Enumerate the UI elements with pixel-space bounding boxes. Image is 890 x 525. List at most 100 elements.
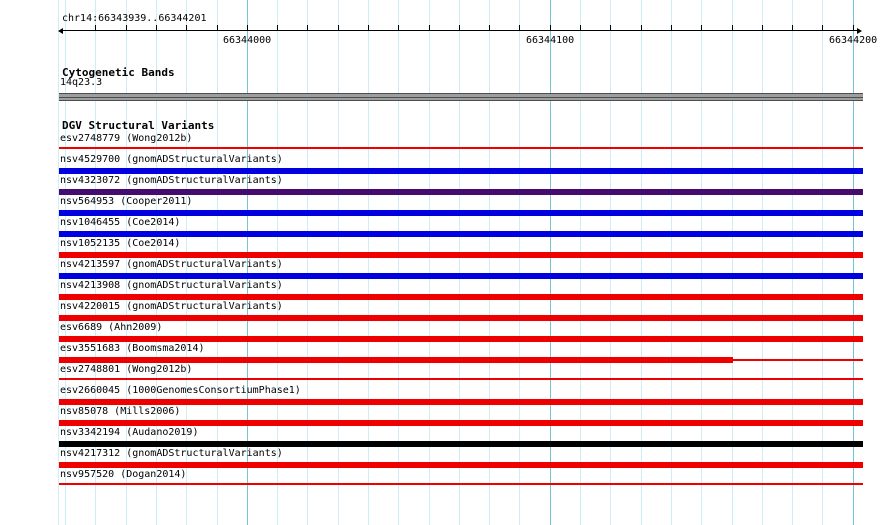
gridline — [429, 0, 430, 525]
ruler-line — [62, 30, 857, 31]
ruler-tick — [186, 25, 187, 30]
ruler-tick — [95, 25, 96, 30]
variant-row: nsv957520 (Dogan2014) — [59, 470, 863, 491]
variant-row: esv2748801 (Wong2012b) — [59, 365, 863, 386]
variant-label[interactable]: nsv4217312 (gnomADStructuralVariants) — [60, 448, 283, 459]
gridline — [338, 0, 339, 525]
variant-bar[interactable] — [59, 483, 863, 485]
variant-label[interactable]: esv2660045 (1000GenomesConsortiumPhase1) — [60, 385, 301, 396]
variant-bar[interactable] — [59, 357, 733, 363]
ruler-tick — [580, 25, 581, 30]
variant-row: nsv4213597 (gnomADStructuralVariants) — [59, 260, 863, 281]
ruler-tick — [307, 25, 308, 30]
variant-bar[interactable] — [59, 399, 863, 405]
gridline — [126, 0, 127, 525]
variant-bar[interactable] — [59, 315, 863, 321]
ruler-tick — [792, 25, 793, 30]
variant-bar[interactable] — [59, 441, 863, 447]
variant-row: nsv4217312 (gnomADStructuralVariants) — [59, 449, 863, 470]
gridline — [156, 0, 157, 525]
variant-bar[interactable] — [59, 420, 863, 426]
gridline — [641, 0, 642, 525]
variant-bar[interactable] — [59, 147, 863, 149]
ruler-tick — [822, 25, 823, 30]
gridline — [732, 0, 733, 525]
ruler-tick — [610, 25, 611, 30]
variant-label[interactable]: nsv4213908 (gnomADStructuralVariants) — [60, 280, 283, 291]
gridline — [247, 0, 248, 525]
ruler-tick-label: 66344100 — [526, 35, 575, 46]
variant-bar-tail[interactable] — [733, 359, 863, 361]
variant-label[interactable]: nsv85078 (Mills2006) — [60, 406, 181, 417]
ruler-tick — [762, 25, 763, 30]
gridline — [368, 0, 369, 525]
variant-label[interactable]: nsv1052135 (Coe2014) — [60, 238, 181, 249]
gridline — [217, 0, 218, 525]
cytoband-label: 14q23.3 — [60, 77, 103, 88]
variant-row: nsv85078 (Mills2006) — [59, 407, 863, 428]
variant-bar[interactable] — [59, 168, 863, 174]
variant-row: esv6689 (Ahn2009) — [59, 323, 863, 344]
gridline — [610, 0, 611, 525]
variant-bar[interactable] — [59, 273, 863, 279]
variant-label[interactable]: nsv4323072 (gnomADStructuralVariants) — [60, 175, 283, 186]
ruler-tick — [550, 25, 551, 30]
variant-bar[interactable] — [59, 189, 863, 195]
variant-row: nsv4529700 (gnomADStructuralVariants) — [59, 155, 863, 176]
gridline — [701, 0, 702, 525]
gridline — [186, 0, 187, 525]
variant-row: nsv1046455 (Coe2014) — [59, 218, 863, 239]
variant-row: nsv1052135 (Coe2014) — [59, 239, 863, 260]
gridline — [822, 0, 823, 525]
ruler-right-arrow-icon — [857, 28, 862, 34]
variant-bar[interactable] — [59, 336, 863, 342]
variant-bar[interactable] — [59, 294, 863, 300]
variant-bar[interactable] — [59, 210, 863, 216]
variant-label[interactable]: esv3551683 (Boomsma2014) — [60, 343, 205, 354]
gridline — [580, 0, 581, 525]
variant-label[interactable]: esv6689 (Ahn2009) — [60, 322, 163, 333]
gridline — [307, 0, 308, 525]
variant-bar[interactable] — [59, 252, 863, 258]
ruler-tick-label: 66344000 — [223, 35, 272, 46]
ruler-tick — [398, 25, 399, 30]
ruler-tick — [217, 25, 218, 30]
variant-label[interactable]: nsv957520 (Dogan2014) — [60, 469, 187, 480]
variant-bar[interactable] — [59, 378, 863, 380]
variant-row: esv3551683 (Boomsma2014) — [59, 344, 863, 365]
gridline — [853, 0, 854, 525]
variant-row: nsv4323072 (gnomADStructuralVariants) — [59, 176, 863, 197]
ruler-tick — [126, 25, 127, 30]
variant-label[interactable]: nsv1046455 (Coe2014) — [60, 217, 181, 228]
ruler-tick — [459, 25, 460, 30]
variant-bar[interactable] — [59, 462, 863, 468]
variant-label[interactable]: nsv4220015 (gnomADStructuralVariants) — [60, 301, 283, 312]
gridline — [398, 0, 399, 525]
cytoband-bar[interactable] — [59, 93, 863, 101]
variant-row: nsv3342194 (Audano2019) — [59, 428, 863, 449]
gridline — [459, 0, 460, 525]
variant-label[interactable]: esv2748801 (Wong2012b) — [60, 364, 193, 375]
variant-label[interactable]: nsv4213597 (gnomADStructuralVariants) — [60, 259, 283, 270]
ruler-tick — [429, 25, 430, 30]
gridline — [95, 0, 96, 525]
dgv-title: DGV Structural Variants — [62, 119, 215, 132]
variant-label[interactable]: nsv3342194 (Audano2019) — [60, 427, 199, 438]
gridline — [65, 0, 66, 525]
ruler-tick — [732, 25, 733, 30]
variant-row: nsv564953 (Cooper2011) — [59, 197, 863, 218]
ruler-tick — [277, 25, 278, 30]
ruler-tick — [519, 25, 520, 30]
variant-label[interactable]: esv2748779 (Wong2012b) — [60, 133, 193, 144]
ruler-tick-label: 66344200 — [829, 35, 878, 46]
gridline — [58, 0, 59, 525]
gridline — [550, 0, 551, 525]
ruler-tick — [368, 25, 369, 30]
variant-label[interactable]: nsv4529700 (gnomADStructuralVariants) — [60, 154, 283, 165]
cytogenetic-bands-title: Cytogenetic Bands — [62, 66, 175, 79]
ruler-tick — [489, 25, 490, 30]
variant-label[interactable]: nsv564953 (Cooper2011) — [60, 196, 193, 207]
variant-row: esv2748779 (Wong2012b) — [59, 134, 863, 155]
variant-bar[interactable] — [59, 231, 863, 237]
ruler-tick — [338, 25, 339, 30]
